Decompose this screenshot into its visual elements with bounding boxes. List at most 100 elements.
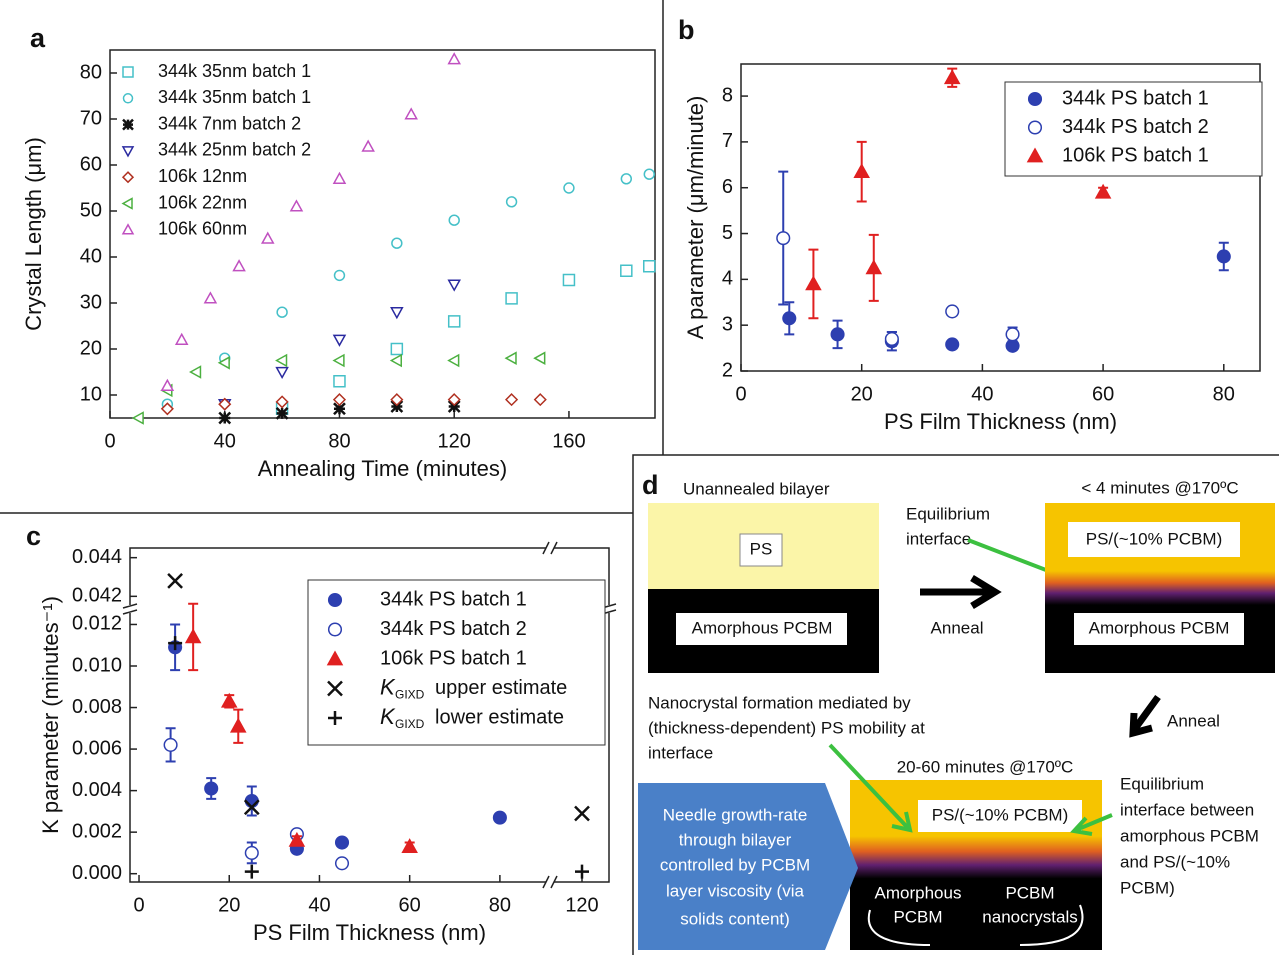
data-point <box>643 259 656 273</box>
note: layer viscosity (via <box>666 881 804 900</box>
data-point <box>232 259 246 272</box>
data-point <box>168 636 183 651</box>
data-point <box>447 52 461 65</box>
data-point <box>562 273 576 287</box>
data-point <box>447 393 461 407</box>
y-tick-label: 0.042 <box>72 585 122 607</box>
legend-marker <box>122 66 134 78</box>
region-label: PCBM <box>1005 883 1054 902</box>
data-point <box>204 781 219 796</box>
y-axis-label: K parameter (minutes⁻¹) <box>38 596 63 834</box>
x-axis-label: PS Film Thickness (nm) <box>253 920 486 945</box>
y-tick-label: 8 <box>722 84 733 106</box>
data-point <box>244 864 259 879</box>
data-point <box>943 69 961 85</box>
data-point <box>390 307 404 320</box>
data-point <box>390 342 404 356</box>
axis-break <box>122 603 138 615</box>
data-point <box>217 356 230 370</box>
x-tick-label: 20 <box>851 383 873 405</box>
plot-frame <box>740 63 1261 372</box>
data-point <box>884 331 899 346</box>
legend-label: 106k PS batch 1 <box>380 647 527 669</box>
legend-label: 344k PS batch 1 <box>380 588 527 610</box>
layer-label: PS/(~10% PCBM) <box>932 805 1069 824</box>
data-point <box>333 402 346 416</box>
data-point <box>776 231 791 246</box>
data-point <box>853 163 870 179</box>
data-point <box>404 107 418 120</box>
note: Needle growth-rate <box>663 805 808 824</box>
data-point <box>533 393 547 407</box>
data-point <box>334 856 350 871</box>
y-tick-label: 0.006 <box>72 737 122 759</box>
note: interface between <box>1120 800 1254 819</box>
x-tick-label: 80 <box>489 894 511 916</box>
legend-box <box>307 579 606 746</box>
data-point <box>160 402 174 416</box>
data-point <box>447 315 461 328</box>
data-point <box>563 182 575 194</box>
axis-break <box>546 542 554 554</box>
x-tick-label: 40 <box>214 430 236 452</box>
data-point <box>220 692 238 708</box>
y-tick-label: 60 <box>80 153 102 175</box>
y-tick-label: 0.010 <box>72 654 122 676</box>
y-tick-label: 20 <box>80 337 102 359</box>
data-point <box>244 793 259 809</box>
y-tick-label: 10 <box>80 383 102 405</box>
legend-label: 344k 35nm batch 1 <box>158 61 311 81</box>
data-point <box>243 799 260 816</box>
stage-title: Unannealed bilayer <box>683 479 830 498</box>
legend-marker <box>326 650 344 666</box>
y-tick-label: 7 <box>722 130 733 152</box>
data-point <box>163 737 178 752</box>
legend-marker <box>1026 147 1044 163</box>
data-point <box>275 353 288 368</box>
data-point <box>289 199 304 212</box>
data-point <box>189 365 202 379</box>
data-point <box>805 275 822 291</box>
y-tick-label: 80 <box>80 61 102 83</box>
legend-box <box>1004 81 1263 177</box>
legend-marker <box>121 223 135 235</box>
x-tick-label: 160 <box>552 430 585 452</box>
note: Equilibrium <box>1120 774 1204 793</box>
data-point <box>492 810 507 825</box>
layer-label: PS/(~10% PCBM) <box>1086 529 1223 548</box>
data-point <box>391 237 403 249</box>
data-point <box>448 214 460 226</box>
data-point <box>389 353 402 368</box>
x-tick-label: 80 <box>1213 383 1235 405</box>
arrow-label: Anneal <box>931 618 984 637</box>
plot-frame <box>129 547 610 883</box>
note: through bilayer <box>679 830 792 849</box>
note: and PS/(~10% <box>1120 852 1230 871</box>
pointer-arrow <box>1070 813 1113 836</box>
data-point <box>620 264 633 278</box>
y-tick-label: 50 <box>80 199 102 221</box>
data-point <box>244 845 259 860</box>
legend-marker <box>122 118 134 131</box>
stage-title: < 4 minutes @170ºC <box>1081 478 1238 497</box>
data-point <box>504 351 517 365</box>
region-label: nanocrystals <box>982 907 1077 926</box>
x-tick-label: 60 <box>1092 383 1114 405</box>
region-label: Amorphous <box>875 883 962 902</box>
legend-marker <box>1027 120 1043 135</box>
legend-label: 106k 12nm <box>158 166 247 186</box>
axis-break <box>542 541 558 555</box>
legend-label: 106k PS batch 1 <box>1062 144 1209 166</box>
label-box <box>676 613 847 645</box>
data-point <box>830 327 845 342</box>
x-tick-label: 80 <box>328 430 350 452</box>
data-point <box>332 334 347 347</box>
legend-label: 344k PS batch 2 <box>1062 116 1209 138</box>
data-point <box>203 291 218 304</box>
data-point <box>575 864 589 879</box>
arrow <box>1129 694 1161 738</box>
y-axis-label: Crystal Length (μm) <box>21 137 46 331</box>
x-tick-label: 120 <box>438 430 471 452</box>
data-point <box>260 231 275 244</box>
label-box <box>1068 522 1240 557</box>
